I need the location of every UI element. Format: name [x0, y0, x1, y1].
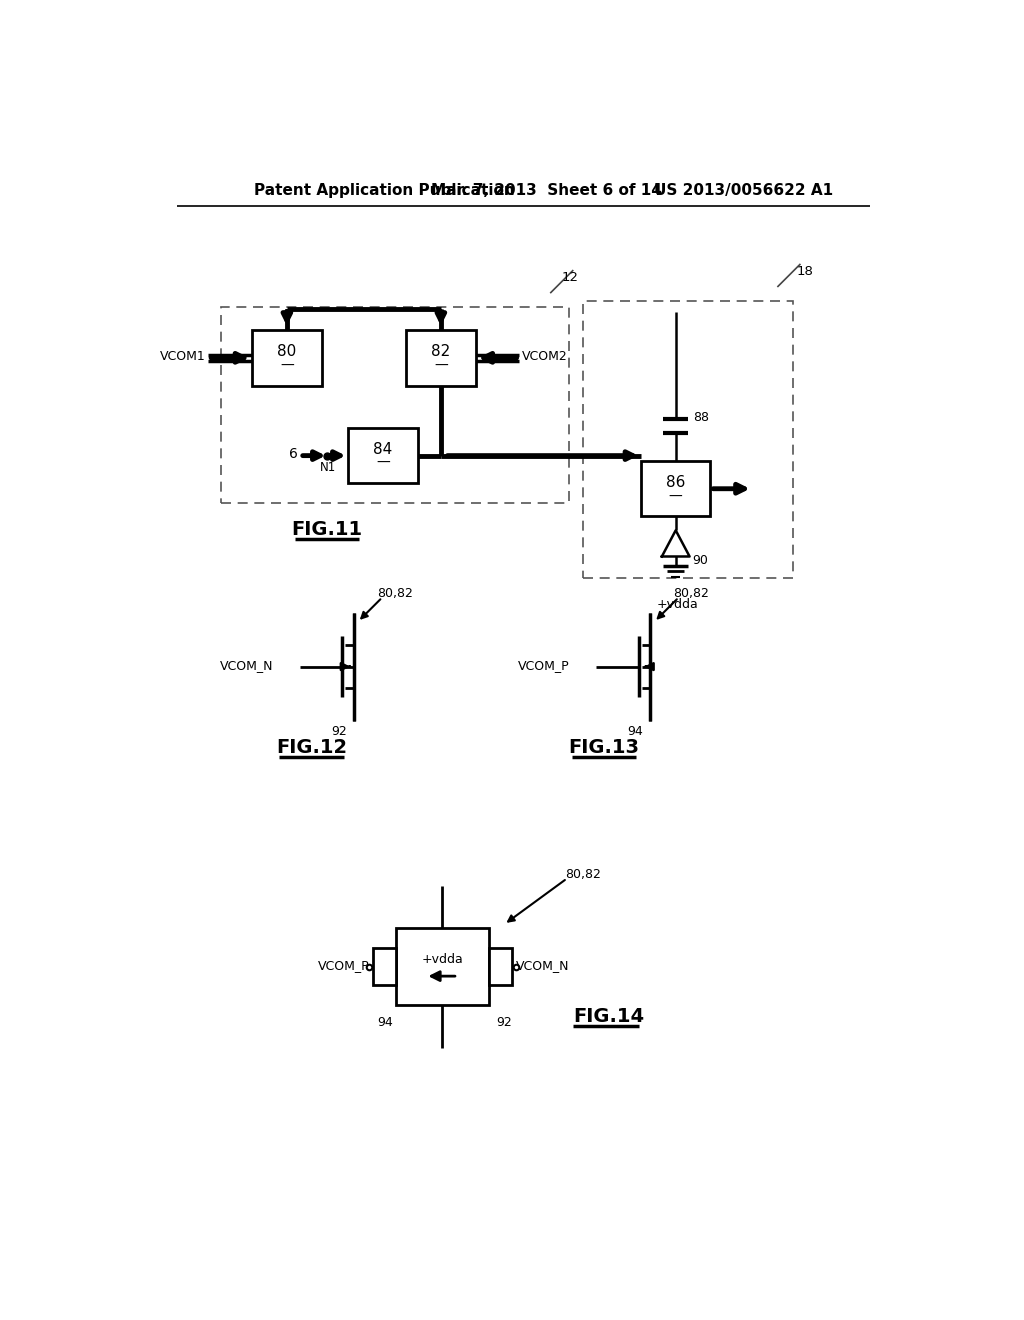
Text: 6: 6 — [289, 447, 298, 461]
Text: 80: 80 — [278, 345, 297, 359]
Text: —: — — [434, 359, 447, 372]
Text: 92: 92 — [497, 1016, 512, 1028]
Text: 80,82: 80,82 — [377, 587, 413, 601]
Text: 94: 94 — [628, 725, 643, 738]
Text: FIG.11: FIG.11 — [292, 520, 362, 539]
Text: VCOM_P: VCOM_P — [317, 958, 370, 972]
Bar — [252, 330, 322, 385]
Text: —: — — [280, 359, 294, 372]
Text: US 2013/0056622 A1: US 2013/0056622 A1 — [654, 183, 834, 198]
Text: 18: 18 — [797, 265, 813, 279]
Text: 12: 12 — [562, 271, 579, 284]
Text: 86: 86 — [666, 475, 685, 490]
Text: +vdda: +vdda — [422, 953, 463, 966]
Bar — [221, 308, 569, 503]
Text: 90: 90 — [692, 554, 709, 566]
Text: —: — — [376, 457, 390, 470]
Bar — [373, 948, 396, 985]
Text: 92: 92 — [331, 725, 346, 738]
Text: FIG.14: FIG.14 — [573, 1007, 644, 1027]
Text: 88: 88 — [692, 412, 709, 425]
Text: N1: N1 — [321, 462, 337, 474]
Text: VCOM_P: VCOM_P — [518, 659, 569, 672]
Text: VCOM1: VCOM1 — [161, 350, 206, 363]
Text: 82: 82 — [431, 345, 451, 359]
Text: VCOM_N: VCOM_N — [219, 659, 273, 672]
Text: 84: 84 — [374, 442, 393, 457]
Bar — [396, 928, 488, 1006]
Text: Patent Application Publication: Patent Application Publication — [254, 183, 514, 198]
Text: Mar. 7, 2013  Sheet 6 of 14: Mar. 7, 2013 Sheet 6 of 14 — [431, 183, 662, 198]
Bar — [407, 330, 475, 385]
Text: 94: 94 — [377, 1016, 393, 1028]
Text: +vdda: +vdda — [656, 598, 698, 611]
Bar — [641, 461, 711, 516]
Bar — [584, 301, 793, 578]
Text: VCOM_N: VCOM_N — [515, 958, 569, 972]
Bar — [348, 428, 418, 483]
Text: FIG.13: FIG.13 — [568, 738, 640, 756]
Text: 80,82: 80,82 — [565, 869, 601, 880]
Text: —: — — [669, 490, 683, 503]
Bar — [488, 948, 512, 985]
Text: 80,82: 80,82 — [674, 587, 710, 601]
Text: FIG.12: FIG.12 — [275, 738, 347, 756]
Text: VCOM2: VCOM2 — [521, 350, 567, 363]
